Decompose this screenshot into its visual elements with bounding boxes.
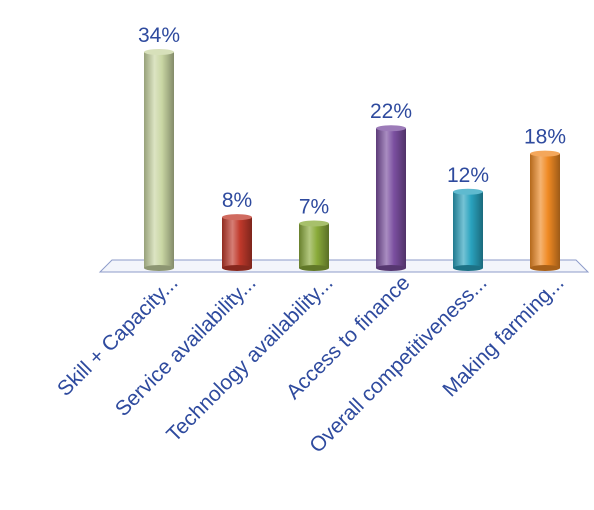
bar-5 bbox=[453, 188, 483, 271]
category-labels-group: Skill + Capacity...Service availability.… bbox=[53, 271, 568, 457]
category-label: Service availability... bbox=[111, 271, 261, 421]
bar-1 bbox=[144, 49, 174, 271]
value-label: 7% bbox=[299, 196, 329, 219]
bar-3 bbox=[299, 220, 329, 271]
bar-4 bbox=[376, 125, 406, 271]
bars-group bbox=[144, 49, 560, 271]
value-label: 22% bbox=[370, 100, 412, 123]
value-labels-group: 34% 8% 7% 22% 12% 18% bbox=[138, 24, 566, 219]
value-label: 8% bbox=[222, 189, 252, 212]
value-label: 18% bbox=[524, 126, 566, 149]
bar-6 bbox=[530, 150, 560, 271]
bar-2 bbox=[222, 214, 252, 271]
value-label: 34% bbox=[138, 24, 180, 47]
value-label: 12% bbox=[447, 164, 489, 187]
